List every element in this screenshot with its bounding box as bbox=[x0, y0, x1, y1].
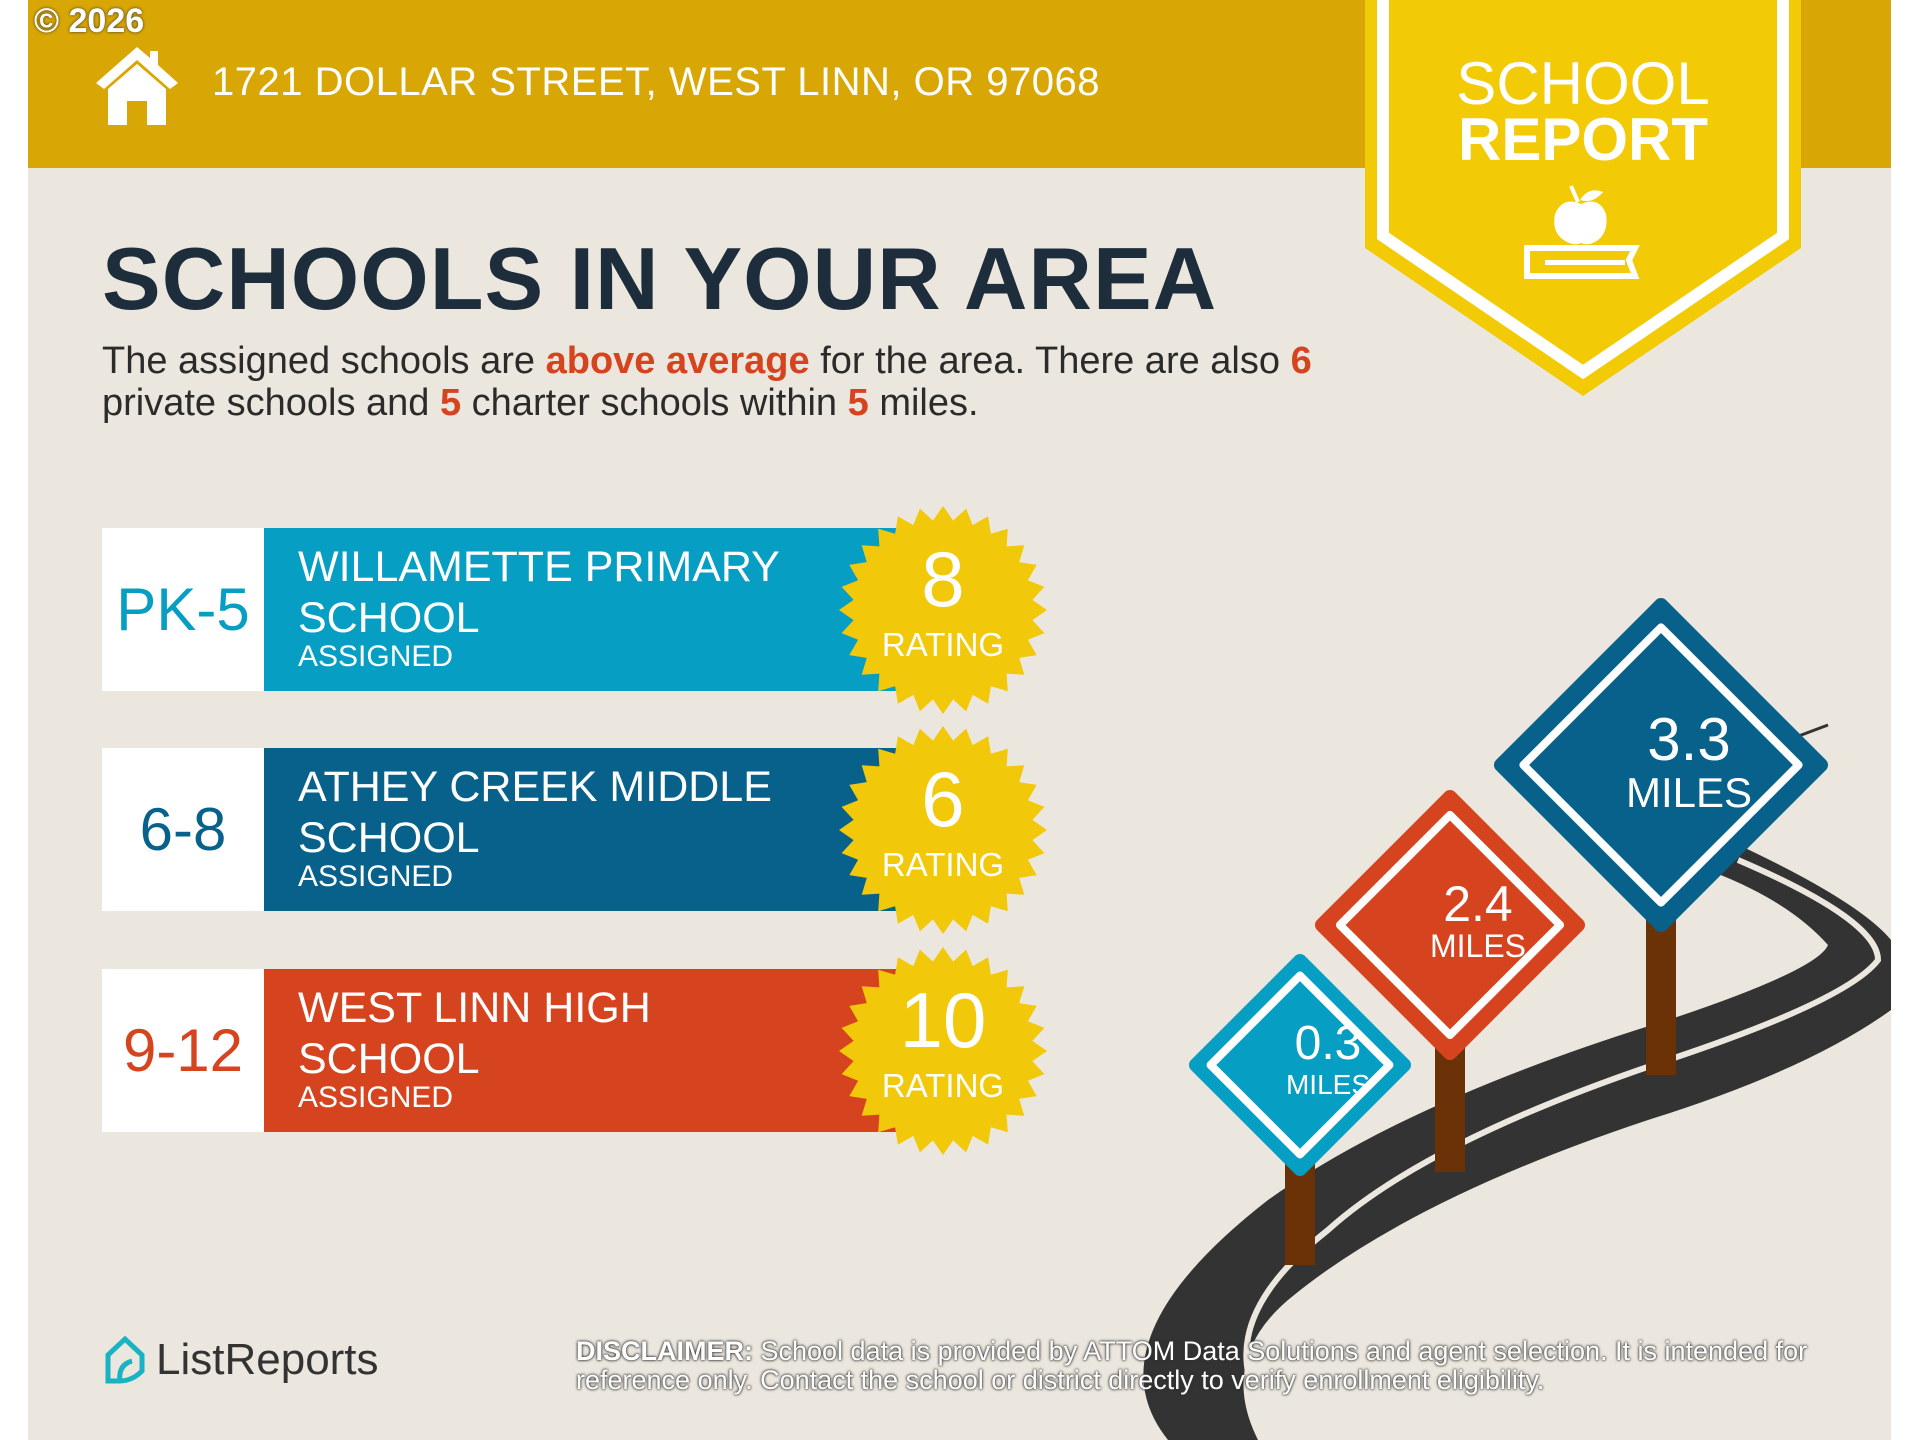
intro-text: charter schools within bbox=[461, 382, 848, 424]
distance-sign bbox=[1315, 790, 1585, 1060]
school-name: WEST LINN HIGH SCHOOL bbox=[298, 984, 651, 1083]
apple-on-book-icon bbox=[1524, 185, 1640, 279]
radius-miles: 5 bbox=[847, 382, 869, 424]
intro-highlight: above average bbox=[545, 340, 810, 382]
rating-starburst bbox=[839, 726, 1047, 934]
grade-range: 9-12 bbox=[102, 969, 264, 1132]
school-bar: WEST LINN HIGH SCHOOL ASSIGNED bbox=[264, 969, 914, 1132]
intro-text: miles. bbox=[868, 382, 979, 424]
disclaimer: DISCLAIMER: School data is provided by A… bbox=[576, 1337, 1816, 1395]
distance-sign bbox=[1494, 598, 1828, 932]
distance-sign bbox=[1335, 810, 1565, 1040]
intro-text: private schools and bbox=[102, 382, 440, 424]
school-status: ASSIGNED bbox=[298, 640, 454, 673]
rating-value: 8 bbox=[921, 535, 965, 623]
distance-value: 3.3 bbox=[1647, 706, 1731, 773]
grade-range: PK-5 bbox=[102, 528, 264, 691]
distance-sign bbox=[1206, 971, 1394, 1159]
road-center-line bbox=[1243, 857, 1882, 1440]
school-bar: WILLAMETTE PRIMARY SCHOOL ASSIGNED bbox=[264, 528, 914, 691]
distance-sign-label: 0.3 MILES bbox=[1224, 1017, 1432, 1100]
distance-sign bbox=[1519, 623, 1803, 907]
distance-sign bbox=[1189, 954, 1411, 1176]
listreports-logo-icon bbox=[105, 1335, 145, 1384]
badge-line-1: SCHOOL bbox=[1456, 50, 1710, 117]
logo-text: ListReports bbox=[156, 1335, 379, 1384]
school-row: 6-8 ATHEY CREEK MIDDLE SCHOOL ASSIGNED 6… bbox=[102, 726, 1092, 934]
rating-starburst bbox=[839, 947, 1047, 1155]
distance-value: 0.3 bbox=[1294, 1017, 1362, 1071]
rating-starburst bbox=[839, 506, 1047, 714]
distance-sign-label: 2.4 MILES bbox=[1350, 875, 1606, 964]
copyright: © 2026 bbox=[34, 2, 145, 40]
school-status: ASSIGNED bbox=[298, 1081, 454, 1114]
school-row: 9-12 WEST LINN HIGH SCHOOL ASSIGNED 10 R… bbox=[102, 947, 1092, 1155]
distance-unit: MILES bbox=[1285, 1068, 1371, 1100]
disclaimer-label: DISCLAIMER: bbox=[576, 1336, 753, 1366]
badge-line-2: REPORT bbox=[1457, 106, 1709, 173]
charter-count: 5 bbox=[439, 382, 462, 424]
road bbox=[1143, 840, 1891, 1440]
property-address: 1721 DOLLAR STREET, WEST LINN, OR 97068 bbox=[212, 60, 1100, 104]
distance-value: 2.4 bbox=[1443, 875, 1513, 932]
badge-title: SCHOOL REPORT bbox=[1365, 50, 1801, 173]
school-name: ATHEY CREEK MIDDLE SCHOOL bbox=[298, 763, 772, 862]
grade-range: 6-8 bbox=[102, 748, 264, 911]
distance-unit: MILES bbox=[1429, 928, 1527, 964]
school-status: ASSIGNED bbox=[298, 860, 454, 893]
school-report-canvas: © 2026 1721 DOLLAR STREET, WEST LINN, OR… bbox=[28, 0, 1891, 1440]
school-row: PK-5 WILLAMETTE PRIMARY SCHOOL ASSIGNED … bbox=[102, 506, 1092, 714]
distance-sign-label: 3.3 MILES bbox=[1529, 708, 1849, 815]
home-icon bbox=[96, 47, 178, 125]
listreports-logo: ListReports bbox=[102, 1335, 379, 1385]
private-count: 6 bbox=[1290, 340, 1312, 382]
rating-label: RATING bbox=[881, 1067, 1005, 1104]
rating-label: RATING bbox=[881, 626, 1005, 663]
intro-text: The assigned schools are bbox=[102, 340, 546, 382]
intro-text: for the area. There are also bbox=[809, 340, 1291, 382]
distance-unit: MILES bbox=[1625, 769, 1753, 816]
rating-label: RATING bbox=[881, 846, 1005, 883]
disclaimer-text: School data is provided by ATTOM Data So… bbox=[576, 1336, 1808, 1395]
school-bar: ATHEY CREEK MIDDLE SCHOOL ASSIGNED bbox=[264, 748, 914, 911]
intro-paragraph: The assigned schools are above average f… bbox=[102, 340, 1402, 424]
school-name: WILLAMETTE PRIMARY SCHOOL bbox=[298, 543, 780, 642]
rating-value: 6 bbox=[921, 755, 965, 843]
rating-value: 10 bbox=[899, 976, 987, 1064]
page-title: SCHOOLS IN YOUR AREA bbox=[102, 229, 1218, 328]
road-illustration bbox=[1143, 598, 1891, 1440]
